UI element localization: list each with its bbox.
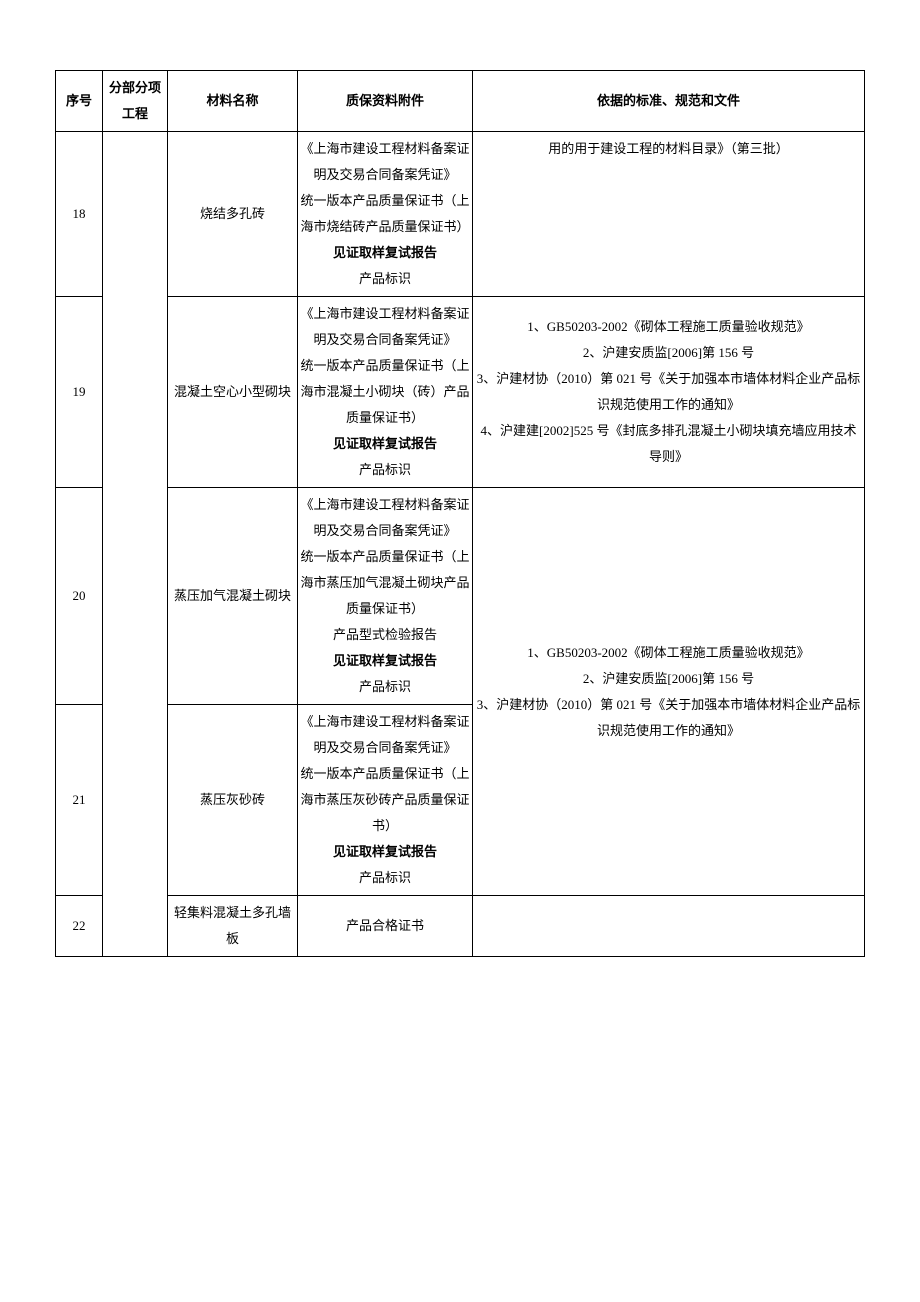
attachment-line: 见证取样复试报告 <box>300 648 470 674</box>
table-body: 18烧结多孔砖《上海市建设工程材料备案证明及交易合同备案凭证》统一版本产品质量保… <box>56 132 865 957</box>
basis-line: 1、GB50203-2002《砌体工程施工质量验收规范》 <box>475 314 862 340</box>
table-header: 序号 分部分项工程 材料名称 质保资料附件 依据的标准、规范和文件 <box>56 71 865 132</box>
cell-basis: 1、GB50203-2002《砌体工程施工质量验收规范》2、沪建安质监[2006… <box>473 297 865 488</box>
attachment-line: 统一版本产品质量保证书（上海市烧结砖产品质量保证书） <box>300 188 470 240</box>
table-row: 22 轻集料混凝土多孔墙板产品合格证书 <box>56 896 865 957</box>
header-category: 分部分项工程 <box>103 71 168 132</box>
table-row: 20 蒸压加气混凝土砌块《上海市建设工程材料备案证明及交易合同备案凭证》统一版本产… <box>56 488 865 705</box>
attachment-line: 产品标识 <box>300 266 470 292</box>
table-row: 18 烧结多孔砖《上海市建设工程材料备案证明及交易合同备案凭证》统一版本产品质量保… <box>56 132 865 297</box>
cell-attachment: 产品合格证书 <box>298 896 473 957</box>
materials-table: 序号 分部分项工程 材料名称 质保资料附件 依据的标准、规范和文件 18 烧结多孔… <box>55 70 865 957</box>
cell-seq: 20 <box>56 488 103 705</box>
basis-line: 3、沪建材协（2010）第 021 号《关于加强本市墙体材料企业产品标识规范使用… <box>475 692 862 744</box>
header-seq: 序号 <box>56 71 103 132</box>
header-attachment: 质保资料附件 <box>298 71 473 132</box>
cell-seq: 18 <box>56 132 103 297</box>
header-basis: 依据的标准、规范和文件 <box>473 71 865 132</box>
basis-line: 用的用于建设工程的材料目录》（第三批） <box>475 136 862 162</box>
cell-material: 蒸压灰砂砖 <box>168 705 298 896</box>
attachment-line: 统一版本产品质量保证书（上海市混凝土小砌块（砖）产品质量保证书） <box>300 353 470 431</box>
attachment-line: 《上海市建设工程材料备案证明及交易合同备案凭证》 <box>300 492 470 544</box>
attachment-line: 产品合格证书 <box>300 913 470 939</box>
basis-line: 2、沪建安质监[2006]第 156 号 <box>475 340 862 366</box>
basis-line: 1、GB50203-2002《砌体工程施工质量验收规范》 <box>475 640 862 666</box>
attachment-line: 统一版本产品质量保证书（上海市蒸压灰砂砖产品质量保证书） <box>300 761 470 839</box>
cell-seq: 22 <box>56 896 103 957</box>
cell-material: 烧结多孔砖 <box>168 132 298 297</box>
attachment-line: 见证取样复试报告 <box>300 240 470 266</box>
cell-basis: 用的用于建设工程的材料目录》（第三批） <box>473 132 865 297</box>
cell-attachment: 《上海市建设工程材料备案证明及交易合同备案凭证》统一版本产品质量保证书（上海市烧… <box>298 132 473 297</box>
attachment-line: 《上海市建设工程材料备案证明及交易合同备案凭证》 <box>300 136 470 188</box>
basis-line: 4、沪建建[2002]525 号《封底多排孔混凝土小砌块填充墙应用技术导则》 <box>475 418 862 470</box>
header-material: 材料名称 <box>168 71 298 132</box>
cell-category <box>103 132 168 957</box>
cell-basis: 1、GB50203-2002《砌体工程施工质量验收规范》2、沪建安质监[2006… <box>473 488 865 896</box>
cell-material: 蒸压加气混凝土砌块 <box>168 488 298 705</box>
attachment-line: 统一版本产品质量保证书（上海市蒸压加气混凝土砌块产品质量保证书） <box>300 544 470 622</box>
attachment-line: 见证取样复试报告 <box>300 839 470 865</box>
attachment-line: 产品标识 <box>300 674 470 700</box>
cell-seq: 19 <box>56 297 103 488</box>
basis-line: 3、沪建材协（2010）第 021 号《关于加强本市墙体材料企业产品标识规范使用… <box>475 366 862 418</box>
attachment-line: 《上海市建设工程材料备案证明及交易合同备案凭证》 <box>300 301 470 353</box>
attachment-line: 产品标识 <box>300 865 470 891</box>
basis-line: 2、沪建安质监[2006]第 156 号 <box>475 666 862 692</box>
cell-basis <box>473 896 865 957</box>
cell-attachment: 《上海市建设工程材料备案证明及交易合同备案凭证》统一版本产品质量保证书（上海市蒸… <box>298 488 473 705</box>
cell-attachment: 《上海市建设工程材料备案证明及交易合同备案凭证》统一版本产品质量保证书（上海市蒸… <box>298 705 473 896</box>
attachment-line: 《上海市建设工程材料备案证明及交易合同备案凭证》 <box>300 709 470 761</box>
attachment-line: 产品标识 <box>300 457 470 483</box>
table-row: 19 混凝土空心小型砌块《上海市建设工程材料备案证明及交易合同备案凭证》统一版本产… <box>56 297 865 488</box>
attachment-line: 产品型式检验报告 <box>300 622 470 648</box>
cell-seq: 21 <box>56 705 103 896</box>
cell-attachment: 《上海市建设工程材料备案证明及交易合同备案凭证》统一版本产品质量保证书（上海市混… <box>298 297 473 488</box>
cell-material: 轻集料混凝土多孔墙板 <box>168 896 298 957</box>
cell-material: 混凝土空心小型砌块 <box>168 297 298 488</box>
attachment-line: 见证取样复试报告 <box>300 431 470 457</box>
